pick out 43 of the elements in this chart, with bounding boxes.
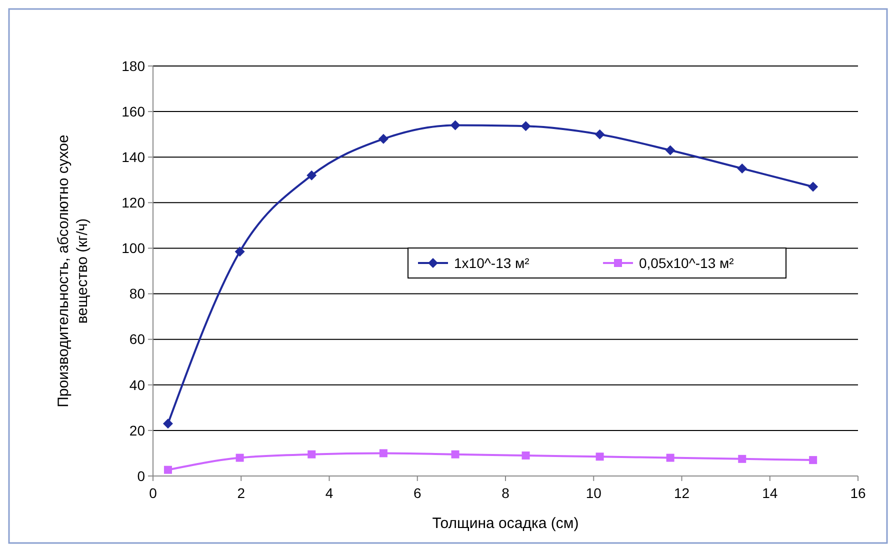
legend-label: 0,05x10^-13 м² [639, 254, 734, 271]
point [162, 418, 173, 429]
x-tick-label: 0 [149, 485, 158, 501]
point [666, 454, 674, 462]
point [379, 449, 388, 458]
point [594, 129, 605, 140]
y-axis-title: Производительность, абсолютно сухое вещество (кг/ч) [55, 134, 91, 408]
point [164, 466, 172, 474]
y-tick-label: 40 [129, 376, 146, 393]
legend-label: 1x10^-13 м² [454, 254, 530, 271]
point [450, 120, 460, 130]
x-tick-label: 12 [674, 485, 690, 501]
point [234, 246, 245, 257]
x-tick-label: 4 [325, 485, 334, 501]
x-tick-label: 6 [413, 485, 422, 501]
x-tick-label: 10 [586, 485, 602, 501]
point [378, 134, 388, 144]
point [809, 456, 818, 464]
y-tick-label: 140 [122, 149, 146, 166]
y-tick-label: 160 [122, 103, 146, 120]
x-tick-label: 8 [502, 485, 510, 501]
point [306, 170, 317, 180]
point [596, 452, 604, 461]
point [520, 121, 531, 132]
point [737, 164, 748, 174]
y-tick-label: 180 [122, 58, 146, 74]
x-axis-title: Толщина осадка (см) [432, 515, 579, 532]
x-tick-label: 16 [850, 485, 866, 501]
point [808, 182, 818, 192]
x-tick-label: 2 [237, 485, 246, 501]
y-tick-label: 20 [129, 422, 146, 438]
point [451, 450, 460, 458]
y-tick-label: 120 [122, 194, 146, 211]
y-tick-label: 80 [129, 286, 146, 302]
y-tick-label: 60 [129, 331, 146, 348]
point [665, 145, 676, 156]
point [738, 454, 746, 463]
point [236, 454, 244, 462]
point [308, 450, 316, 458]
y-tick-label: 100 [122, 240, 146, 256]
point [522, 452, 530, 460]
y-tick-label: 0 [137, 468, 146, 484]
x-tick-label: 14 [762, 485, 778, 501]
